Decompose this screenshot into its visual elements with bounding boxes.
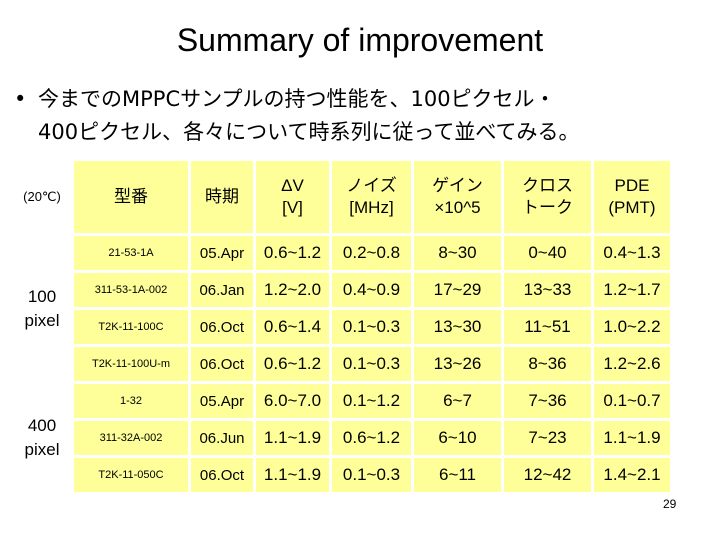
header-gain-line2: ×10^5 bbox=[434, 198, 481, 217]
cell-gain: 6~10 bbox=[414, 421, 501, 455]
cell-delta-v: 1.1~1.9 bbox=[256, 421, 329, 455]
group-label-line1: 400 bbox=[27, 416, 57, 435]
bullet-marker: • bbox=[14, 87, 27, 111]
cell-crosstalk: 7~36 bbox=[504, 384, 591, 418]
header-model: 型番 bbox=[74, 161, 188, 233]
summary-table: (20℃) 型番 時期 ΔV [V] ノイズ [MHz] ゲイン ×10^5 クロスト… bbox=[10, 158, 673, 495]
header-noise: ノイズ [MHz] bbox=[332, 161, 411, 233]
bullet-text-line-2: 400ピクセル、各々について時系列に従って並べてみる。 bbox=[38, 120, 580, 144]
group-label-line2: pixel bbox=[24, 440, 60, 459]
table-header-row: (20℃) 型番 時期 ΔV [V] ノイズ [MHz] ゲイン ×10^5 クロスト… bbox=[13, 161, 670, 233]
cell-gain: 6~11 bbox=[414, 458, 501, 492]
cell-noise: 0.1~0.3 bbox=[332, 458, 411, 492]
cell-noise: 0.1~0.3 bbox=[332, 310, 411, 344]
table-row: T2K-11-100U-m 06.Oct 0.6~1.2 0.1~0.3 13~… bbox=[13, 347, 670, 381]
cell-period: 05.Apr bbox=[191, 384, 253, 418]
table-row: T2K-11-050C 06.Oct 1.1~1.9 0.1~0.3 6~11 … bbox=[13, 458, 670, 492]
cell-period: 06.Jun bbox=[191, 421, 253, 455]
header-crosstalk: クロス トーク bbox=[504, 161, 591, 233]
header-delta-v-line1: ΔV bbox=[281, 176, 304, 195]
cell-pde: 1.4~2.1 bbox=[594, 458, 670, 492]
cell-delta-v: 6.0~7.0 bbox=[256, 384, 329, 418]
header-pde-line1: PDE bbox=[614, 176, 650, 195]
header-crosstalk-line2: トーク bbox=[522, 198, 573, 217]
cell-period: 06.Jan bbox=[191, 273, 253, 307]
slide-title: Summary of improvement bbox=[176, 22, 544, 58]
table-row: 311-53-1A-002 06.Jan 1.2~2.0 0.4~0.9 17~… bbox=[13, 273, 670, 307]
cell-model: T2K-11-050C bbox=[74, 458, 188, 492]
cell-crosstalk: 13~33 bbox=[504, 273, 591, 307]
header-gain-line1: ゲイン bbox=[432, 176, 483, 195]
page-number: 29 bbox=[663, 497, 677, 511]
cell-model: T2K-11-100U-m bbox=[74, 347, 188, 381]
header-period: 時期 bbox=[191, 161, 253, 233]
cell-period: 06.Oct bbox=[191, 347, 253, 381]
table-row: T2K-11-100C 06.Oct 0.6~1.4 0.1~0.3 13~30… bbox=[13, 310, 670, 344]
cell-delta-v: 1.1~1.9 bbox=[256, 458, 329, 492]
cell-model: T2K-11-100C bbox=[74, 310, 188, 344]
header-delta-v: ΔV [V] bbox=[256, 161, 329, 233]
bullet-text-line-1: 今までのMPPCサンプルの持つ性能を、100ピクセル・ bbox=[38, 87, 556, 111]
cell-noise: 0.4~0.9 bbox=[332, 273, 411, 307]
cell-gain: 6~7 bbox=[414, 384, 501, 418]
cell-model: 311-53-1A-002 bbox=[74, 273, 188, 307]
cell-gain: 8~30 bbox=[414, 236, 501, 270]
header-pde: PDE (PMT) bbox=[594, 161, 670, 233]
cell-crosstalk: 8~36 bbox=[504, 347, 591, 381]
cell-crosstalk: 0~40 bbox=[504, 236, 591, 270]
cell-period: 05.Apr bbox=[191, 236, 253, 270]
cell-crosstalk: 12~42 bbox=[504, 458, 591, 492]
group-label-100-pixel: 100 pixel bbox=[13, 236, 71, 381]
cell-model: 21-53-1A bbox=[74, 236, 188, 270]
cell-noise: 0.6~1.2 bbox=[332, 421, 411, 455]
cell-pde: 0.4~1.3 bbox=[594, 236, 670, 270]
cell-noise: 0.2~0.8 bbox=[332, 236, 411, 270]
header-noise-line1: ノイズ bbox=[346, 176, 397, 195]
cell-pde: 1.2~2.6 bbox=[594, 347, 670, 381]
cell-noise: 0.1~0.3 bbox=[332, 347, 411, 381]
group-label-400-pixel: 400 pixel bbox=[13, 384, 71, 492]
cell-period: 06.Oct bbox=[191, 310, 253, 344]
cell-pde: 1.2~1.7 bbox=[594, 273, 670, 307]
header-pde-line2: (PMT) bbox=[608, 198, 656, 217]
header-delta-v-line2: [V] bbox=[282, 198, 303, 217]
group-label-line1: 100 bbox=[27, 286, 57, 306]
cell-crosstalk: 7~23 bbox=[504, 421, 591, 455]
header-gain: ゲイン ×10^5 bbox=[414, 161, 501, 233]
table-row: 100 pixel 21-53-1A 05.Apr 0.6~1.2 0.2~0.8… bbox=[13, 236, 670, 381]
cell-pde: 1.0~2.2 bbox=[594, 310, 670, 344]
bullet-point: • 今までのMPPCサンプルの持つ性能を、100ピクセル・ 400ピクセル、各々… bbox=[14, 83, 714, 149]
cell-gain: 17~29 bbox=[414, 273, 501, 307]
cell-delta-v: 0.6~1.4 bbox=[256, 310, 329, 344]
cell-model: 1-32 bbox=[74, 384, 188, 418]
cell-model: 311-32A-002 bbox=[74, 421, 188, 455]
cell-noise: 0.1~1.2 bbox=[332, 384, 411, 418]
cell-delta-v: 1.2~2.0 bbox=[256, 273, 329, 307]
header-crosstalk-line1: クロス bbox=[522, 176, 573, 195]
cell-delta-v: 0.6~1.2 bbox=[256, 347, 329, 381]
table-row: 400 pixel 1-32 05.Apr 6.0~7.0 0.1~1.2 6~7… bbox=[13, 384, 670, 492]
header-noise-line2: [MHz] bbox=[349, 198, 394, 217]
table-row: 311-32A-002 06.Jun 1.1~1.9 0.6~1.2 6~10 … bbox=[13, 421, 670, 455]
cell-gain: 13~26 bbox=[414, 347, 501, 381]
condition-label: (20℃) bbox=[13, 161, 71, 233]
cell-period: 06.Oct bbox=[191, 458, 253, 492]
cell-delta-v: 0.6~1.2 bbox=[256, 236, 329, 270]
cell-pde: 0.1~0.7 bbox=[594, 384, 670, 418]
group-label-line2: pixel bbox=[24, 310, 60, 330]
cell-gain: 13~30 bbox=[414, 310, 501, 344]
cell-pde: 1.1~1.9 bbox=[594, 421, 670, 455]
cell-crosstalk: 11~51 bbox=[504, 310, 591, 344]
